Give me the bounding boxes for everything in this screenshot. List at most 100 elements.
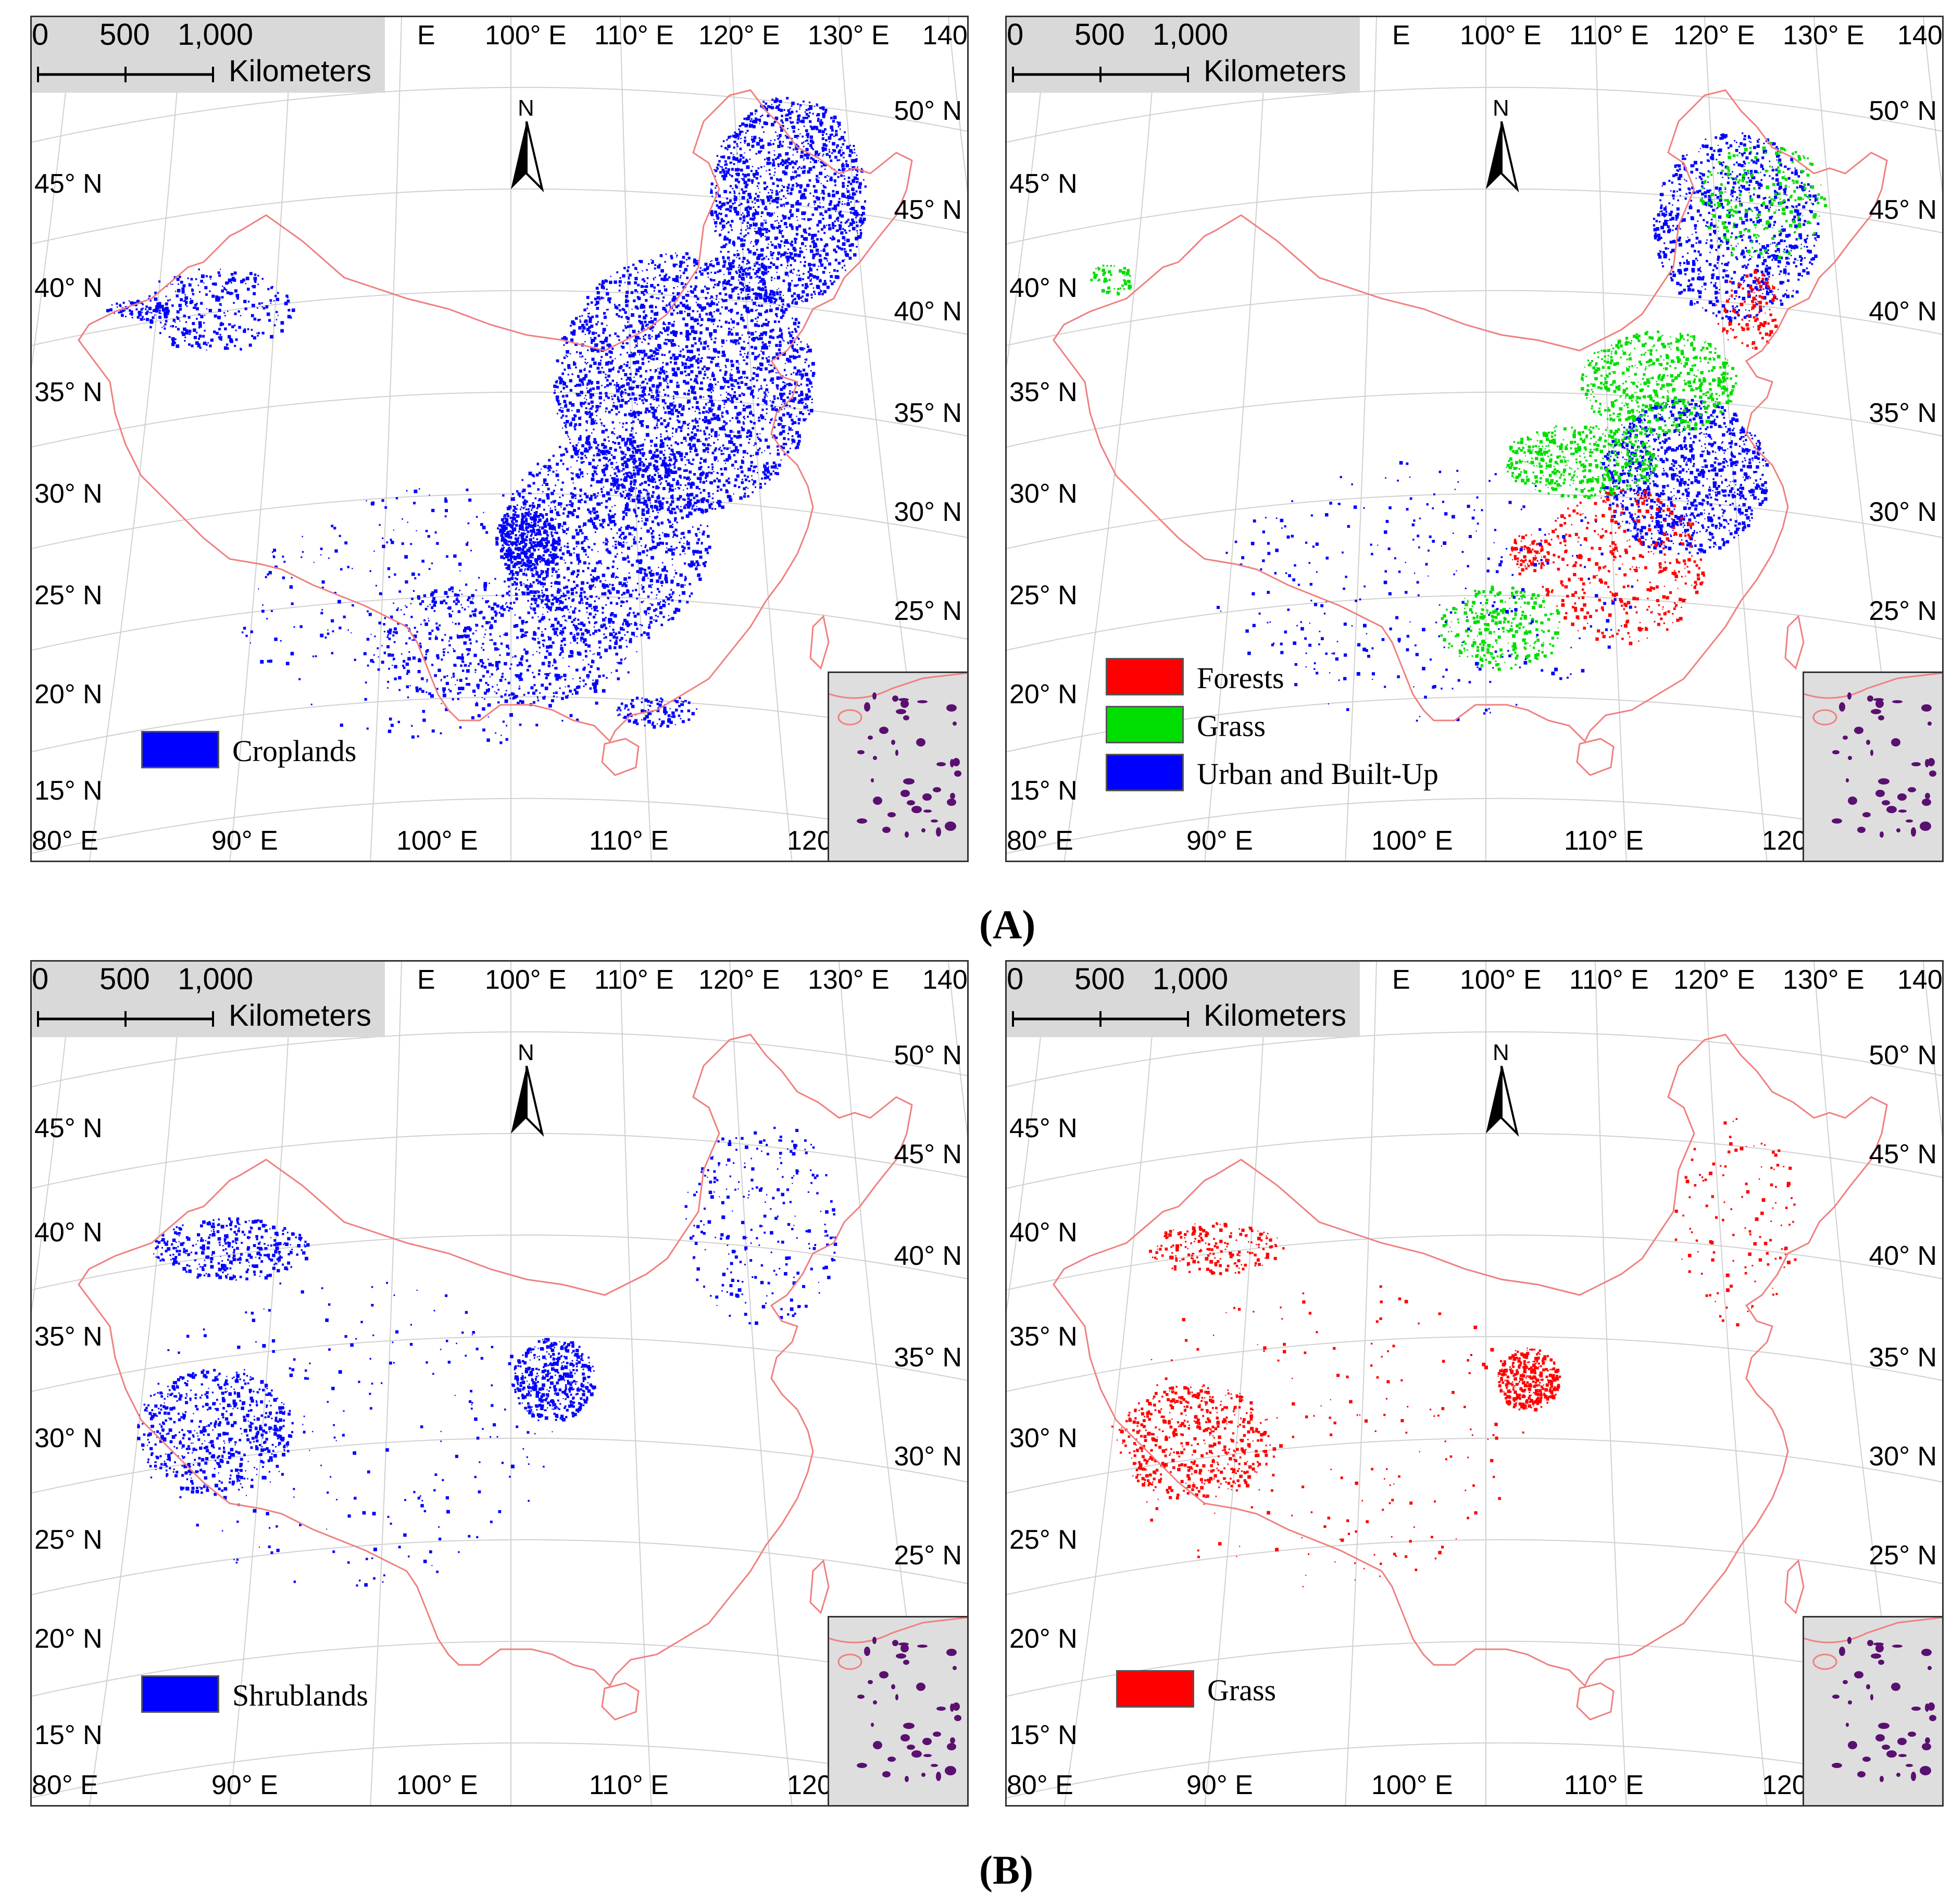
speckle [764, 482, 766, 485]
speckle [648, 337, 650, 339]
speckle [643, 285, 646, 288]
speckle [729, 441, 733, 444]
speckle [641, 326, 644, 329]
speckle [567, 374, 569, 376]
speckle [591, 432, 593, 434]
speckle [778, 153, 782, 157]
speckle [767, 198, 771, 202]
speckle [692, 550, 696, 553]
speckle [817, 230, 820, 233]
speckle [668, 352, 670, 354]
speckle [569, 389, 572, 392]
speckle [766, 212, 770, 216]
speckle [587, 349, 589, 351]
speckle [581, 405, 583, 407]
speckle [604, 339, 608, 343]
speckle [593, 493, 596, 496]
speckle [743, 416, 745, 417]
speckle [782, 164, 784, 166]
speckle [803, 159, 805, 161]
speckle [665, 273, 668, 276]
speckle [739, 158, 742, 161]
speckle [685, 514, 690, 518]
speckle [781, 394, 784, 397]
speckle [673, 391, 675, 393]
speckle [726, 267, 729, 270]
speckle [599, 402, 602, 404]
speckle [666, 381, 668, 383]
speckle [726, 202, 729, 205]
speckle [782, 279, 785, 282]
speckle [713, 479, 716, 482]
speckle [719, 202, 721, 204]
speckle [569, 438, 571, 440]
speckle [594, 496, 597, 499]
speckle [770, 309, 773, 312]
speckle [545, 595, 549, 599]
speckle [850, 207, 854, 210]
speckle [856, 245, 858, 248]
speckle [802, 377, 803, 379]
speckle [598, 640, 602, 644]
speckle [729, 161, 732, 164]
speckle [713, 387, 715, 389]
speckle [840, 174, 843, 177]
speckle [645, 299, 648, 302]
speckle [770, 262, 773, 265]
speckle [781, 306, 783, 308]
speckle [646, 554, 648, 556]
speckle [645, 399, 648, 402]
speckle [799, 106, 800, 108]
speckle [768, 300, 770, 302]
speckle [591, 339, 594, 342]
speckle [749, 392, 753, 396]
speckle [754, 231, 756, 232]
speckle [592, 585, 594, 587]
speckle [725, 170, 727, 171]
speckle [731, 276, 734, 280]
speckle [797, 326, 799, 328]
speckle [755, 465, 757, 468]
speckle [765, 291, 768, 295]
speckle [718, 448, 720, 451]
speckle [592, 632, 595, 635]
speckle [789, 285, 791, 288]
speckle [780, 220, 783, 222]
speckle [759, 123, 760, 125]
speckle [621, 399, 624, 402]
speckle [800, 383, 803, 385]
speckle [654, 451, 656, 454]
speckle [799, 186, 802, 189]
speckle [671, 406, 673, 407]
speckle [585, 363, 587, 365]
speckle [653, 409, 657, 413]
speckle [680, 452, 683, 456]
speckle [856, 177, 859, 180]
speckle [805, 147, 809, 152]
speckle [722, 288, 725, 291]
speckle [770, 404, 773, 407]
speckle [820, 161, 822, 163]
speckle [686, 488, 689, 490]
speckle [727, 156, 731, 159]
speckle [781, 144, 784, 147]
speckle [664, 566, 666, 568]
speckle [809, 135, 813, 139]
speckle [810, 218, 812, 220]
speckle [789, 117, 792, 119]
speckle [754, 323, 758, 327]
speckle [676, 276, 678, 277]
speckle [584, 536, 588, 540]
speckle [771, 407, 775, 411]
speckle [832, 235, 834, 238]
speckle [637, 291, 639, 293]
speckle [836, 146, 838, 148]
speckle [621, 483, 624, 487]
speckle [659, 367, 664, 371]
speckle [805, 245, 807, 247]
speckle [730, 185, 732, 188]
speckle [698, 407, 700, 409]
speckle [685, 300, 688, 302]
speckle [618, 315, 620, 318]
speckle [722, 256, 725, 259]
